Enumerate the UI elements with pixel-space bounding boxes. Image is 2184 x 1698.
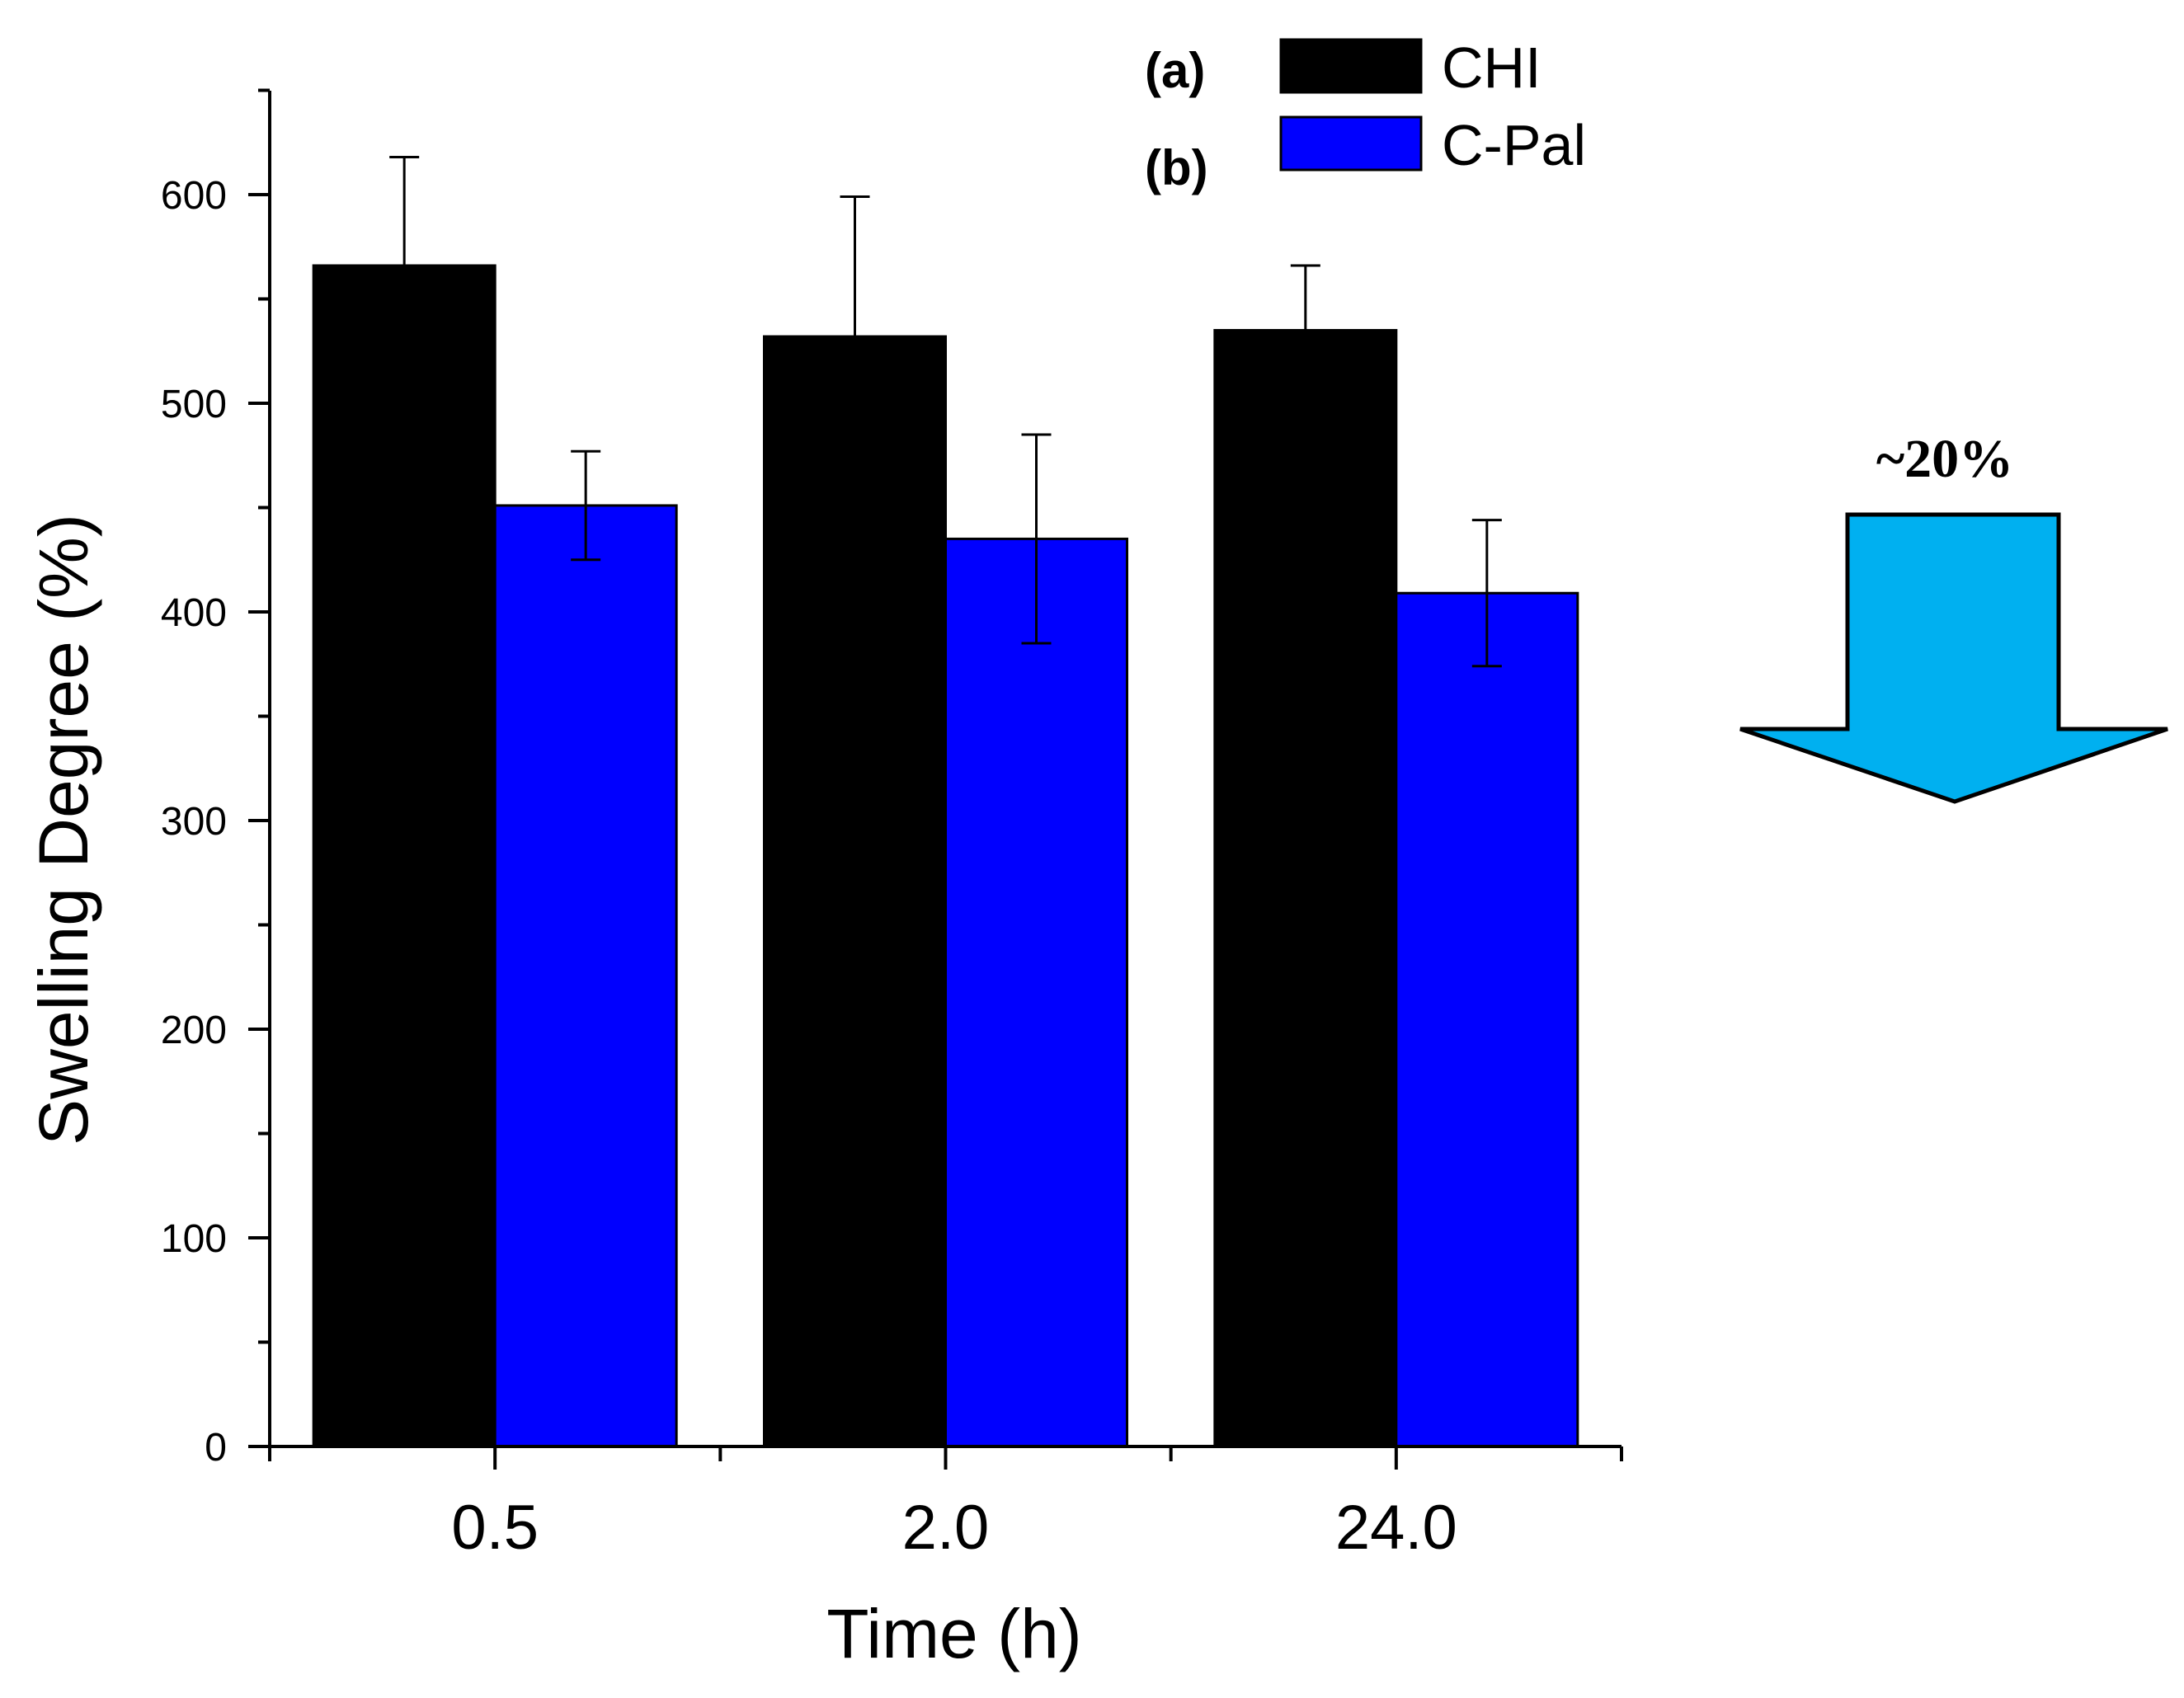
legend-marker-a: (a) — [1145, 43, 1205, 98]
y-tick-label-400: 400 — [161, 591, 227, 635]
bar-c-pal-24.0 — [1395, 591, 1579, 1448]
legend-label-cpal: C-Pal — [1442, 113, 1586, 177]
error-bar-c-pal-24.0 — [1471, 519, 1502, 668]
decrease-label: ~20% — [1876, 429, 2013, 489]
y-tick-label-500: 500 — [161, 383, 227, 426]
bar-chi-2.0 — [763, 335, 947, 1448]
legend-label-chi: CHI — [1442, 35, 1542, 100]
error-bars-layer — [389, 155, 1502, 668]
bar-chi-0.5 — [312, 264, 497, 1448]
legend-swatch-chi — [1279, 38, 1423, 94]
error-bar-chi-2.0 — [840, 195, 870, 478]
x-axis-title: Time (h) — [826, 1595, 1082, 1672]
bar-chi-24.0 — [1213, 328, 1398, 1448]
y-tick-label-300: 300 — [161, 800, 227, 844]
legend-swatch-cpal — [1279, 115, 1423, 172]
y-tick-label-600: 600 — [161, 174, 227, 218]
error-bar-chi-0.5 — [389, 155, 420, 376]
x-tick-label-24.0: 24.0 — [1335, 1493, 1457, 1563]
y-tick-label-200: 200 — [161, 1009, 227, 1052]
down-arrow-icon — [1739, 512, 2168, 804]
x-tick-label-2.0: 2.0 — [902, 1493, 990, 1563]
y-ticks-layer: 0 100 200 300 400 500 600 — [161, 88, 270, 1470]
decrease-annotation: ~20% — [1739, 429, 2168, 804]
error-bar-c-pal-0.5 — [571, 449, 601, 562]
y-axis-title: Swelling Degree (%) — [25, 514, 102, 1145]
error-bar-c-pal-2.0 — [1021, 433, 1052, 645]
legend: (a) CHI (b) C-Pal — [1145, 35, 1586, 195]
y-tick-label-0: 0 — [205, 1426, 227, 1470]
bars-layer — [312, 264, 1579, 1448]
legend-marker-b: (b) — [1145, 140, 1208, 195]
x-tick-label-0.5: 0.5 — [451, 1493, 539, 1563]
bar-c-pal-0.5 — [493, 504, 678, 1448]
y-tick-label-100: 100 — [161, 1217, 227, 1261]
error-bar-chi-24.0 — [1290, 264, 1320, 397]
x-ticks-layer: 0.5 2.0 24.0 — [268, 1446, 1623, 1563]
bar-c-pal-2.0 — [944, 537, 1128, 1448]
